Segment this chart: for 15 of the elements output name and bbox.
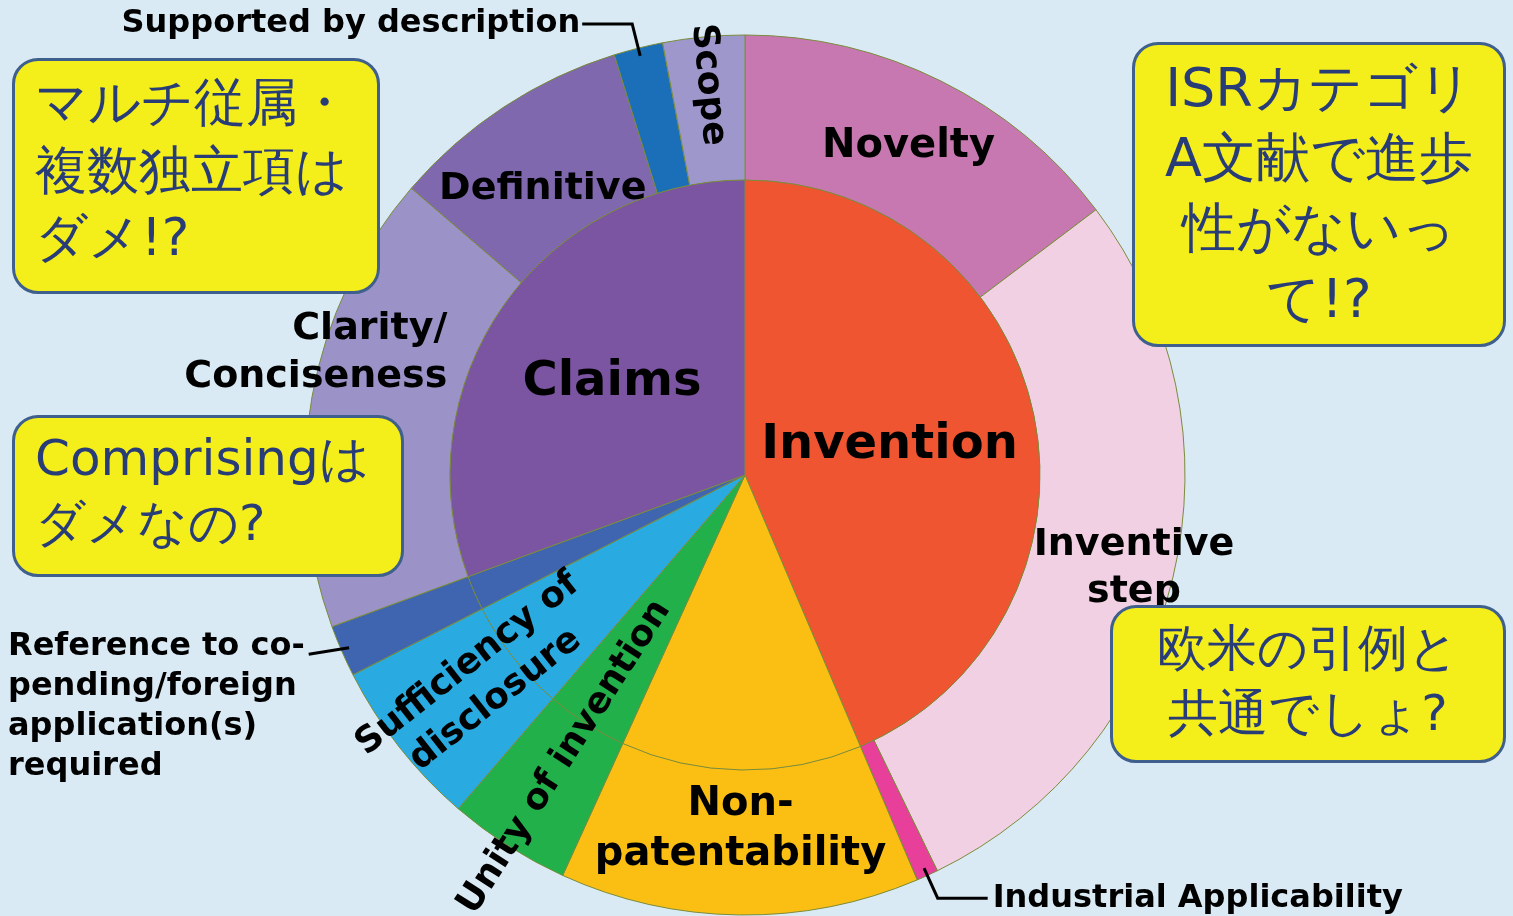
text: 欧米の引例と共通でしょ? [1157, 619, 1459, 742]
category-label: Clarity/Conciseness [184, 304, 448, 396]
text: ISRカテゴリA文献で進歩性がないって!? [1132, 42, 1506, 347]
category-label: Reference to co-pending/foreign application(s) required [8, 624, 305, 783]
slice-label: Invention [761, 413, 1018, 470]
text: Comprisingはダメなの? [35, 429, 370, 552]
text: マルチ従属・複数独立項はダメ!? [12, 58, 380, 294]
category-label: Definitive [439, 164, 647, 209]
category-label: Inventive step [1033, 519, 1235, 611]
category-label: Novelty [821, 119, 996, 166]
category-label: Industrial Applicability [992, 876, 1403, 915]
category-label: Scope [685, 21, 738, 148]
slice-label: Claims [522, 349, 702, 406]
category-label: Non-patentability [594, 778, 887, 875]
category-label: Supported by description [121, 2, 581, 41]
